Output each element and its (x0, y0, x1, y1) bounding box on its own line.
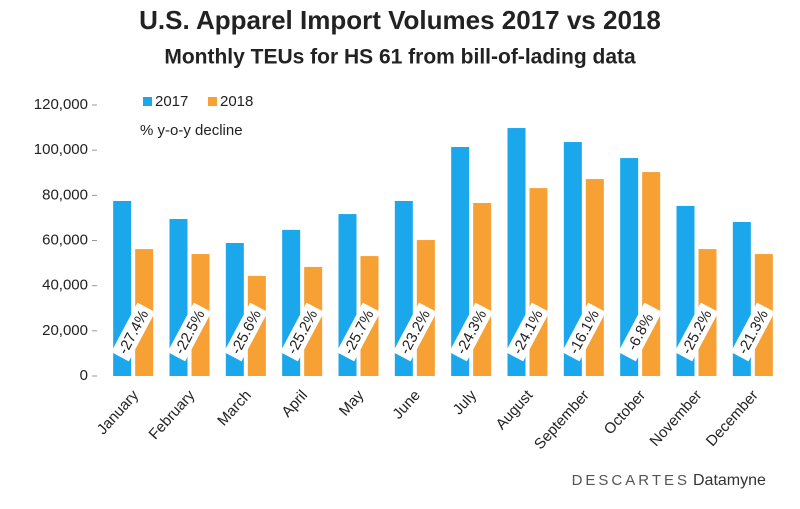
chart-title: U.S. Apparel Import Volumes 2017 vs 2018 (139, 5, 661, 35)
decline-label-bg (111, 302, 156, 362)
decline-label-bg (336, 302, 381, 362)
decline-label-bg (223, 302, 268, 362)
bar (473, 203, 492, 376)
bar (529, 188, 548, 376)
decline-label-bg (618, 302, 663, 362)
x-tick-label: December (703, 387, 762, 450)
legend-label: 2017 (155, 93, 188, 110)
y-tick-label: 60,000 (42, 231, 88, 248)
bar (642, 172, 661, 376)
x-tick-label: March (214, 387, 255, 429)
x-tick-label: September (531, 387, 593, 453)
x-tick-label: January (94, 387, 143, 438)
x-tick-label: July (450, 387, 481, 419)
y-tick-label: 40,000 (42, 277, 88, 294)
bar (585, 179, 604, 376)
bar (507, 128, 526, 376)
y-tick-label: 120,000 (34, 96, 88, 113)
x-tick-label: May (336, 387, 368, 420)
x-tick-label: November (646, 387, 705, 450)
y-tick-label: 0 (80, 367, 88, 384)
decline-label-bg (392, 302, 437, 362)
x-tick-label: February (146, 387, 199, 443)
bar (620, 158, 639, 376)
y-tick-label: 80,000 (42, 186, 88, 203)
decline-label-bg (561, 302, 606, 362)
x-tick-label: April (278, 387, 311, 421)
bar (563, 142, 582, 376)
brand-product: Datamyne (693, 472, 766, 489)
y-tick-label: 100,000 (34, 141, 88, 158)
brand: DESCARTES (572, 472, 690, 489)
decline-label-bg (730, 302, 775, 362)
x-tick-label: June (389, 387, 423, 423)
decline-label-bg (505, 302, 550, 362)
decline-label-bg (449, 302, 494, 362)
decline-legend: % y-o-y decline (140, 122, 243, 139)
bar (451, 147, 470, 376)
decline-label-bg (167, 302, 212, 362)
y-tick-label: 20,000 (42, 322, 88, 339)
x-tick-label: August (493, 386, 537, 433)
legend-label: 2018 (220, 93, 253, 110)
x-tick-label: October (601, 387, 649, 438)
legend-swatch (143, 97, 152, 106)
chart-subtitle: Monthly TEUs for HS 61 from bill-of-ladi… (164, 46, 636, 69)
decline-label-bg (280, 302, 325, 362)
legend-swatch (208, 97, 217, 106)
decline-label-bg (674, 302, 719, 362)
